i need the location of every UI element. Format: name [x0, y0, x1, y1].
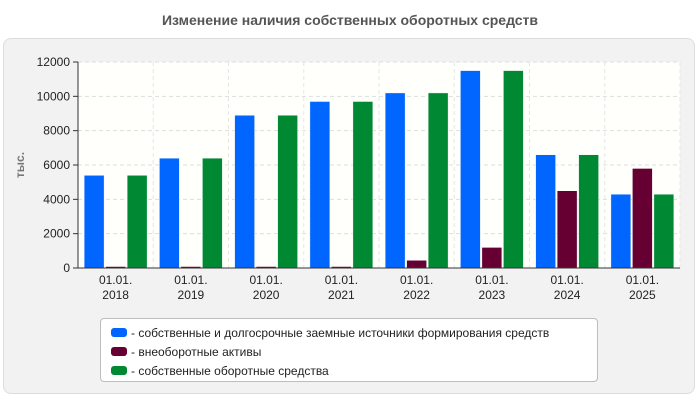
x-tick-label-year: 2024 — [554, 288, 581, 302]
bar-sources — [83, 175, 105, 269]
bar-working-capital — [277, 114, 298, 269]
bar-sources — [234, 114, 255, 269]
x-tick-label-year: 2023 — [479, 288, 506, 302]
x-tick-label-year: 2019 — [178, 288, 205, 302]
x-tick-label-year: 2025 — [629, 288, 656, 302]
y-tick-label: 0 — [63, 261, 70, 275]
bar-working-capital — [653, 193, 675, 269]
bar-working-capital — [352, 101, 374, 269]
legend-swatch-noncurrent-assets — [111, 347, 127, 356]
y-tick-label: 2000 — [43, 227, 70, 241]
legend-swatch-working-capital — [111, 366, 127, 375]
bar-noncurrent-assets — [632, 168, 653, 269]
bar-working-capital — [126, 175, 148, 269]
bar-sources — [384, 92, 406, 269]
bar-working-capital — [503, 70, 524, 269]
bar-noncurrent-assets — [406, 260, 427, 269]
y-tick-label: 4000 — [43, 192, 70, 206]
bar-working-capital — [202, 157, 223, 269]
legend-swatch-sources — [111, 328, 127, 337]
legend-label-working-capital: - собственные оборотные средства — [131, 363, 329, 378]
bar-sources — [535, 154, 556, 269]
bar-noncurrent-assets — [481, 247, 503, 269]
x-tick-label-year: 2020 — [253, 288, 280, 302]
legend-item-sources[interactable]: - собственные и долгосрочные заемные ист… — [111, 323, 587, 342]
y-tick-label: 6000 — [43, 158, 70, 172]
x-tick-label-year: 2018 — [102, 288, 129, 302]
x-tick-label-year: 2021 — [328, 288, 355, 302]
y-tick-label: 10000 — [37, 89, 71, 103]
x-tick-label-day: 01.01. — [174, 273, 207, 287]
bar-sources — [610, 193, 632, 269]
x-tick-label-day: 01.01. — [626, 273, 659, 287]
y-tick-label: 12000 — [37, 55, 71, 69]
bar-sources — [460, 70, 481, 269]
x-tick-label-day: 01.01. — [475, 273, 508, 287]
legend-item-noncurrent-assets[interactable]: - внеоборотные активы — [111, 342, 587, 361]
x-tick-label-day: 01.01. — [249, 273, 282, 287]
chart-legend: - собственные и долгосрочные заемные ист… — [100, 318, 598, 382]
bar-working-capital — [578, 154, 599, 269]
legend-item-working-capital[interactable]: - собственные оборотные средства — [111, 361, 587, 380]
bar-sources — [309, 101, 331, 269]
x-tick-label-year: 2022 — [403, 288, 430, 302]
y-axis-label: тыс. — [13, 152, 27, 178]
x-tick-label-day: 01.01. — [325, 273, 358, 287]
x-tick-label-day: 01.01. — [550, 273, 583, 287]
legend-label-noncurrent-assets: - внеоборотные активы — [131, 344, 262, 359]
chart-title: Изменение наличия собственных оборотных … — [161, 12, 539, 28]
bar-working-capital — [427, 92, 449, 269]
x-tick-label-day: 01.01. — [99, 273, 132, 287]
x-tick-label-day: 01.01. — [400, 273, 433, 287]
bar-noncurrent-assets — [556, 190, 578, 269]
bar-sources — [159, 157, 180, 269]
y-tick-label: 8000 — [43, 124, 70, 138]
legend-label-sources: - собственные и долгосрочные заемные ист… — [131, 325, 550, 340]
